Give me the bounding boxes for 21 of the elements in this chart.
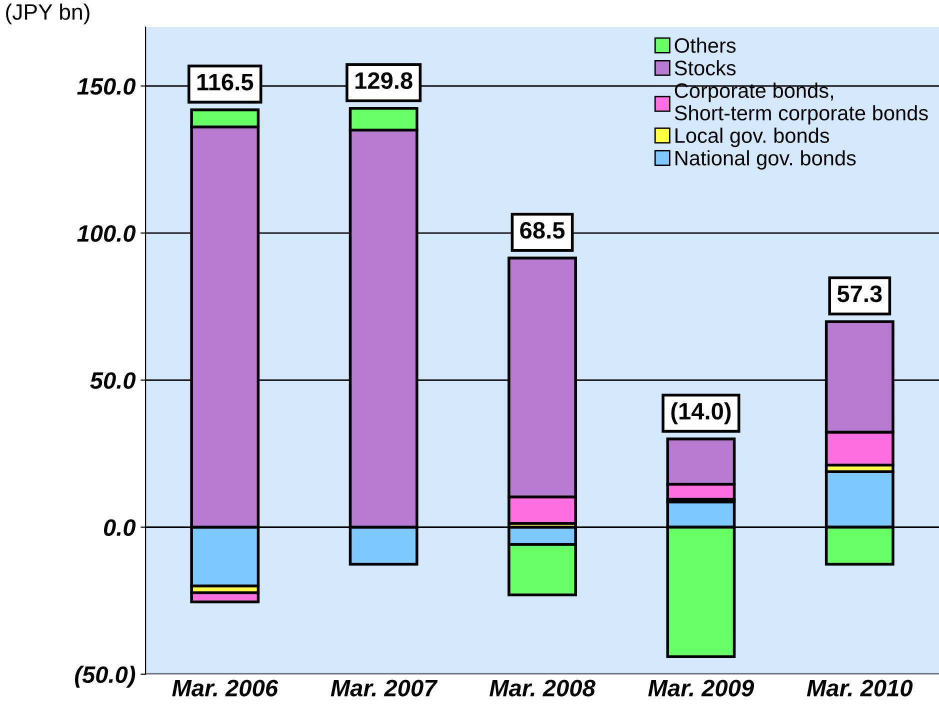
y-tick-label: 0.0	[104, 519, 136, 536]
x-tick-label: Mar. 2009	[648, 680, 754, 696]
x-tick-label: Mar. 2007	[330, 680, 438, 696]
total-label: 116.5	[197, 74, 254, 90]
legend-label: Others	[674, 38, 736, 53]
legend-label: Corporate bonds, Short-term corporate bonds	[674, 82, 928, 125]
legend-label: Stocks	[674, 60, 736, 76]
y-tick-label: (50.0)	[75, 666, 136, 688]
x-tick-label: Mar. 2006	[172, 680, 278, 696]
y-tick-label: 100.0	[77, 225, 136, 242]
legend-label: National gov. bonds	[676, 150, 856, 170]
x-tick-label: Mar. 2008	[490, 680, 596, 696]
total-label: 68.5	[520, 222, 565, 239]
y-tick-label: 50.0	[90, 372, 136, 389]
y-axis-title: (JPY bn)	[6, 4, 90, 24]
legend-label: Local gov. bonds	[676, 128, 830, 148]
x-tick-label: Mar. 2010	[806, 680, 913, 696]
total-label: (14.0)	[671, 402, 731, 424]
y-tick-label: 150.0	[77, 78, 136, 95]
total-label: 57.3	[837, 285, 882, 302]
total-label: 129.8	[356, 72, 412, 89]
